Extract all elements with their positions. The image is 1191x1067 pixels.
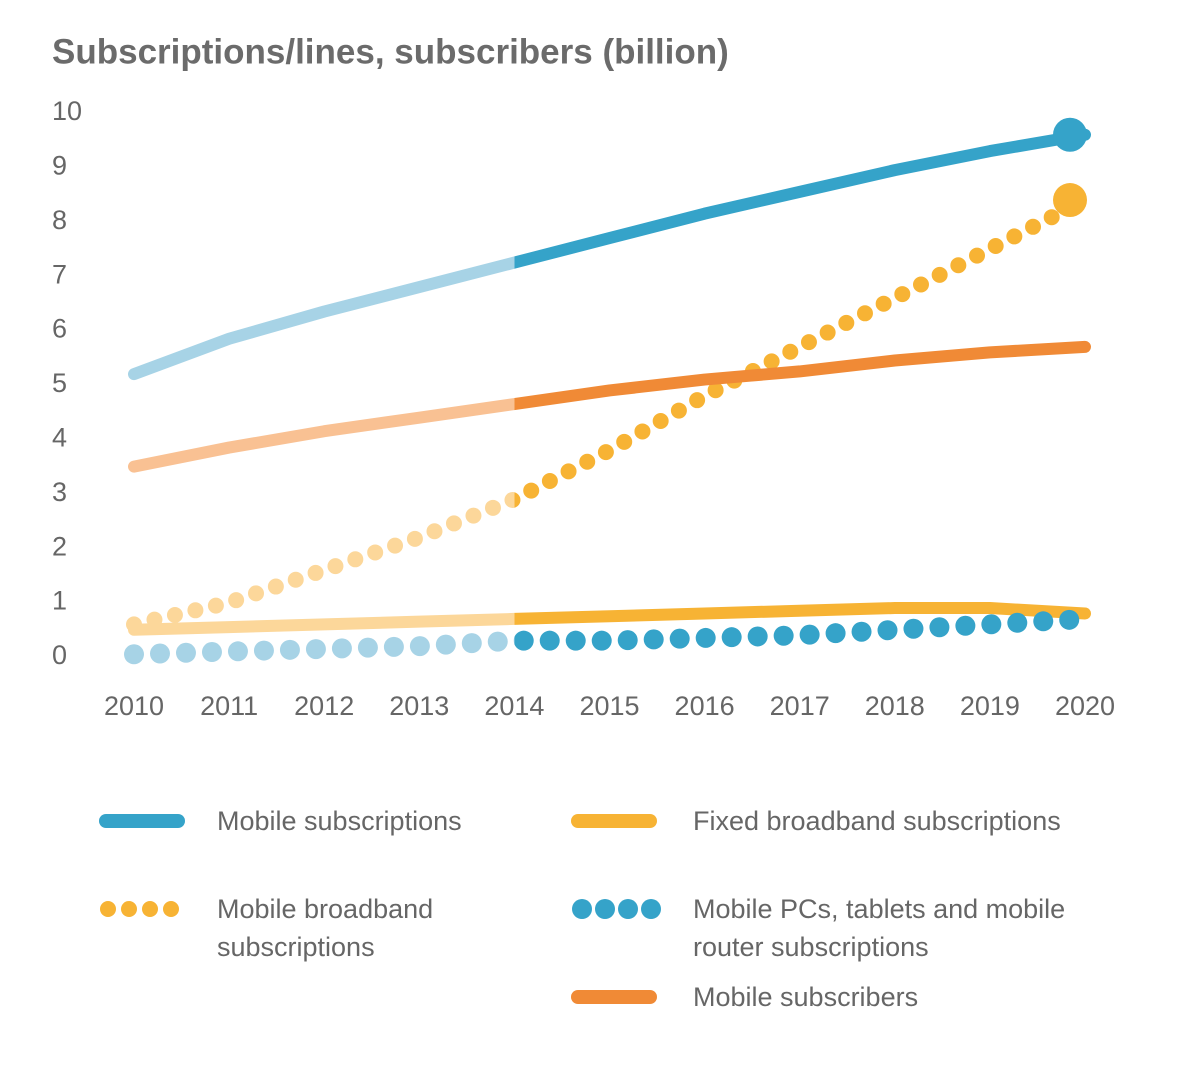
x-tick-label: 2018 (865, 691, 925, 721)
y-tick-label: 4 (52, 423, 67, 453)
series-line (128, 340, 1091, 473)
x-tick-label: 2016 (675, 691, 735, 721)
y-tick-label: 7 (52, 259, 67, 289)
legend-swatch (641, 899, 661, 919)
y-tick-label: 2 (52, 531, 67, 561)
x-tick-label: 2015 (579, 691, 639, 721)
series-line (128, 602, 1091, 636)
x-tick-label: 2013 (389, 691, 449, 721)
legend-label: Fixed broadband subscriptions (693, 806, 1061, 836)
x-tick-label: 2010 (104, 691, 164, 721)
x-tick-label: 2014 (484, 691, 544, 721)
x-tick-label: 2020 (1055, 691, 1115, 721)
y-tick-label: 9 (52, 151, 67, 181)
series-line (124, 608, 1095, 665)
y-tick-label: 0 (52, 640, 67, 670)
series-line (126, 192, 1093, 633)
legend-swatch (572, 899, 592, 919)
y-tick-label: 5 (52, 368, 67, 398)
legend-swatch (595, 899, 615, 919)
end-marker (1053, 117, 1087, 152)
chart-title: Subscriptions/lines, subscribers (billio… (52, 32, 729, 71)
x-tick-label: 2011 (200, 691, 258, 721)
legend-swatch (618, 899, 638, 919)
legend-label: Mobile broadband subscriptions (217, 894, 434, 962)
end-marker (1053, 183, 1087, 218)
legend-swatch (121, 901, 137, 917)
legend-label: Mobile subscribers (693, 982, 919, 1012)
y-tick-label: 8 (52, 205, 67, 235)
x-tick-label: 2017 (770, 691, 830, 721)
y-tick-label: 1 (52, 586, 67, 616)
series-line (128, 128, 1091, 381)
y-tick-label: 6 (52, 314, 67, 344)
x-tick-label: 2019 (960, 691, 1020, 721)
legend-swatch (163, 901, 179, 917)
legend-swatch (100, 901, 116, 917)
x-tick-label: 2012 (294, 691, 354, 721)
legend-label: Mobile PCs, tablets and mobile router su… (693, 894, 1066, 962)
y-tick-label: 3 (52, 477, 67, 507)
y-tick-label: 10 (52, 96, 82, 126)
legend-label: Mobile subscriptions (217, 806, 462, 836)
legend-swatch (142, 901, 158, 917)
